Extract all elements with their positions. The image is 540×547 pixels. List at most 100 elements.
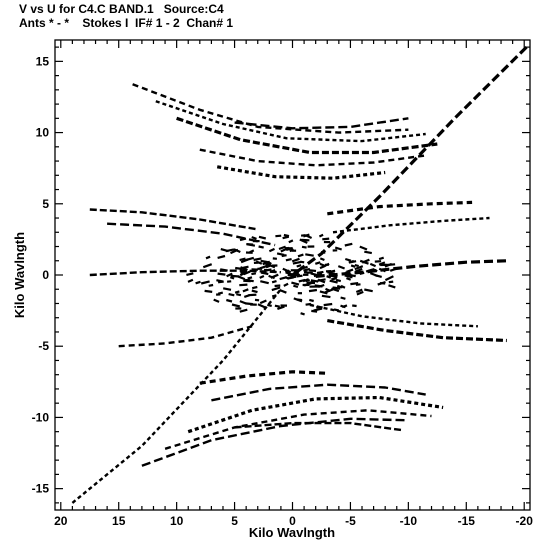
visibility-point xyxy=(234,290,240,294)
visibility-point xyxy=(359,271,365,275)
visibility-point xyxy=(321,294,331,299)
visibility-point xyxy=(268,247,275,253)
y-tick-label: 10 xyxy=(36,126,50,140)
visibility-point xyxy=(220,248,229,253)
uv-track xyxy=(199,148,426,167)
visibility-point xyxy=(289,248,295,253)
visibility-point xyxy=(364,288,373,293)
visibility-point xyxy=(293,297,303,303)
visibility-point xyxy=(322,262,330,268)
uv-track xyxy=(71,288,282,504)
visibility-point xyxy=(359,245,368,251)
uv-track xyxy=(309,303,478,328)
x-tick-label: -15 xyxy=(458,514,476,528)
visibility-point xyxy=(305,279,311,283)
visibility-point xyxy=(317,278,326,284)
visibility-point xyxy=(296,264,302,268)
visibility-point xyxy=(354,267,363,273)
visibility-point xyxy=(309,298,314,303)
visibility-point xyxy=(226,272,233,278)
uv-track xyxy=(211,383,426,402)
visibility-point xyxy=(267,303,272,307)
visibility-point xyxy=(187,278,194,283)
uv-track xyxy=(291,45,528,277)
visibility-point xyxy=(319,257,325,262)
visibility-point xyxy=(344,271,352,276)
visibility-point xyxy=(270,268,276,273)
visibility-point xyxy=(248,293,257,297)
visibility-point xyxy=(303,267,311,272)
visibility-point xyxy=(316,270,324,275)
uv-track xyxy=(89,208,258,231)
visibility-point xyxy=(374,274,382,278)
visibility-point xyxy=(341,304,348,309)
visibility-point xyxy=(313,307,323,312)
visibility-point xyxy=(226,298,233,303)
visibility-point xyxy=(388,280,394,284)
visibility-point xyxy=(241,266,248,271)
visibility-point xyxy=(308,288,318,293)
visibility-point xyxy=(258,235,267,240)
visibility-point xyxy=(236,293,242,297)
visibility-point xyxy=(213,298,220,303)
visibility-point xyxy=(384,275,394,282)
visibility-point xyxy=(305,253,314,257)
visibility-point xyxy=(309,280,315,284)
visibility-point xyxy=(262,260,271,266)
uv-track xyxy=(107,222,276,247)
visibility-point xyxy=(239,308,248,313)
visibility-point xyxy=(259,274,265,279)
uv-track xyxy=(89,269,281,277)
visibility-point xyxy=(271,286,281,292)
uv-track xyxy=(327,200,473,216)
visibility-point xyxy=(300,265,308,270)
x-tick-label: -5 xyxy=(345,514,356,528)
x-tick-label: -20 xyxy=(516,514,534,528)
visibility-point xyxy=(275,234,282,238)
uv-track xyxy=(155,100,426,143)
visibility-point xyxy=(344,242,353,247)
visibility-point xyxy=(301,245,307,249)
visibility-point xyxy=(255,260,263,265)
visibility-point xyxy=(332,288,340,293)
uv-track xyxy=(141,417,409,467)
visibility-point xyxy=(276,252,285,256)
visibility-point xyxy=(313,273,323,278)
uv-track xyxy=(216,165,386,180)
visibility-point xyxy=(355,288,363,294)
visibility-point xyxy=(249,249,255,254)
visibility-point xyxy=(355,283,361,286)
visibility-point xyxy=(350,264,356,268)
visibility-point xyxy=(186,272,194,276)
visibility-point xyxy=(369,262,377,268)
visibility-point xyxy=(202,263,213,269)
visibility-point xyxy=(364,250,373,255)
chart-subtitle: Ants * - * Stokes I IF# 1 - 2 Chan# 1 xyxy=(19,16,234,30)
visibility-point xyxy=(228,293,235,297)
visibility-point xyxy=(230,274,240,278)
y-tick-label: 15 xyxy=(36,54,50,68)
visibility-point xyxy=(354,265,364,271)
visibility-point xyxy=(222,287,232,291)
visibility-point xyxy=(292,260,302,265)
visibility-point xyxy=(300,312,305,316)
visibility-point xyxy=(260,271,269,276)
x-tick-label: -10 xyxy=(400,514,418,528)
visibility-point xyxy=(253,257,262,262)
uv-track xyxy=(132,83,409,134)
visibility-point xyxy=(352,304,357,308)
x-axis-label: Kilo Wavlngth xyxy=(249,525,335,540)
chart-title: V vs U for C4.C BAND.1 Source:C4 xyxy=(19,2,224,16)
visibility-point xyxy=(344,274,353,279)
visibility-point xyxy=(333,308,340,312)
visibility-point xyxy=(329,279,338,284)
visibility-point xyxy=(235,266,243,271)
y-axis-label: Kilo Wavlngth xyxy=(12,232,27,318)
visibility-point xyxy=(220,268,228,272)
visibility-point xyxy=(331,277,338,281)
visibility-point xyxy=(247,243,256,247)
visibility-point xyxy=(217,272,226,276)
visibility-point xyxy=(293,284,299,289)
visibility-point xyxy=(231,303,241,308)
visibility-point xyxy=(277,305,285,311)
